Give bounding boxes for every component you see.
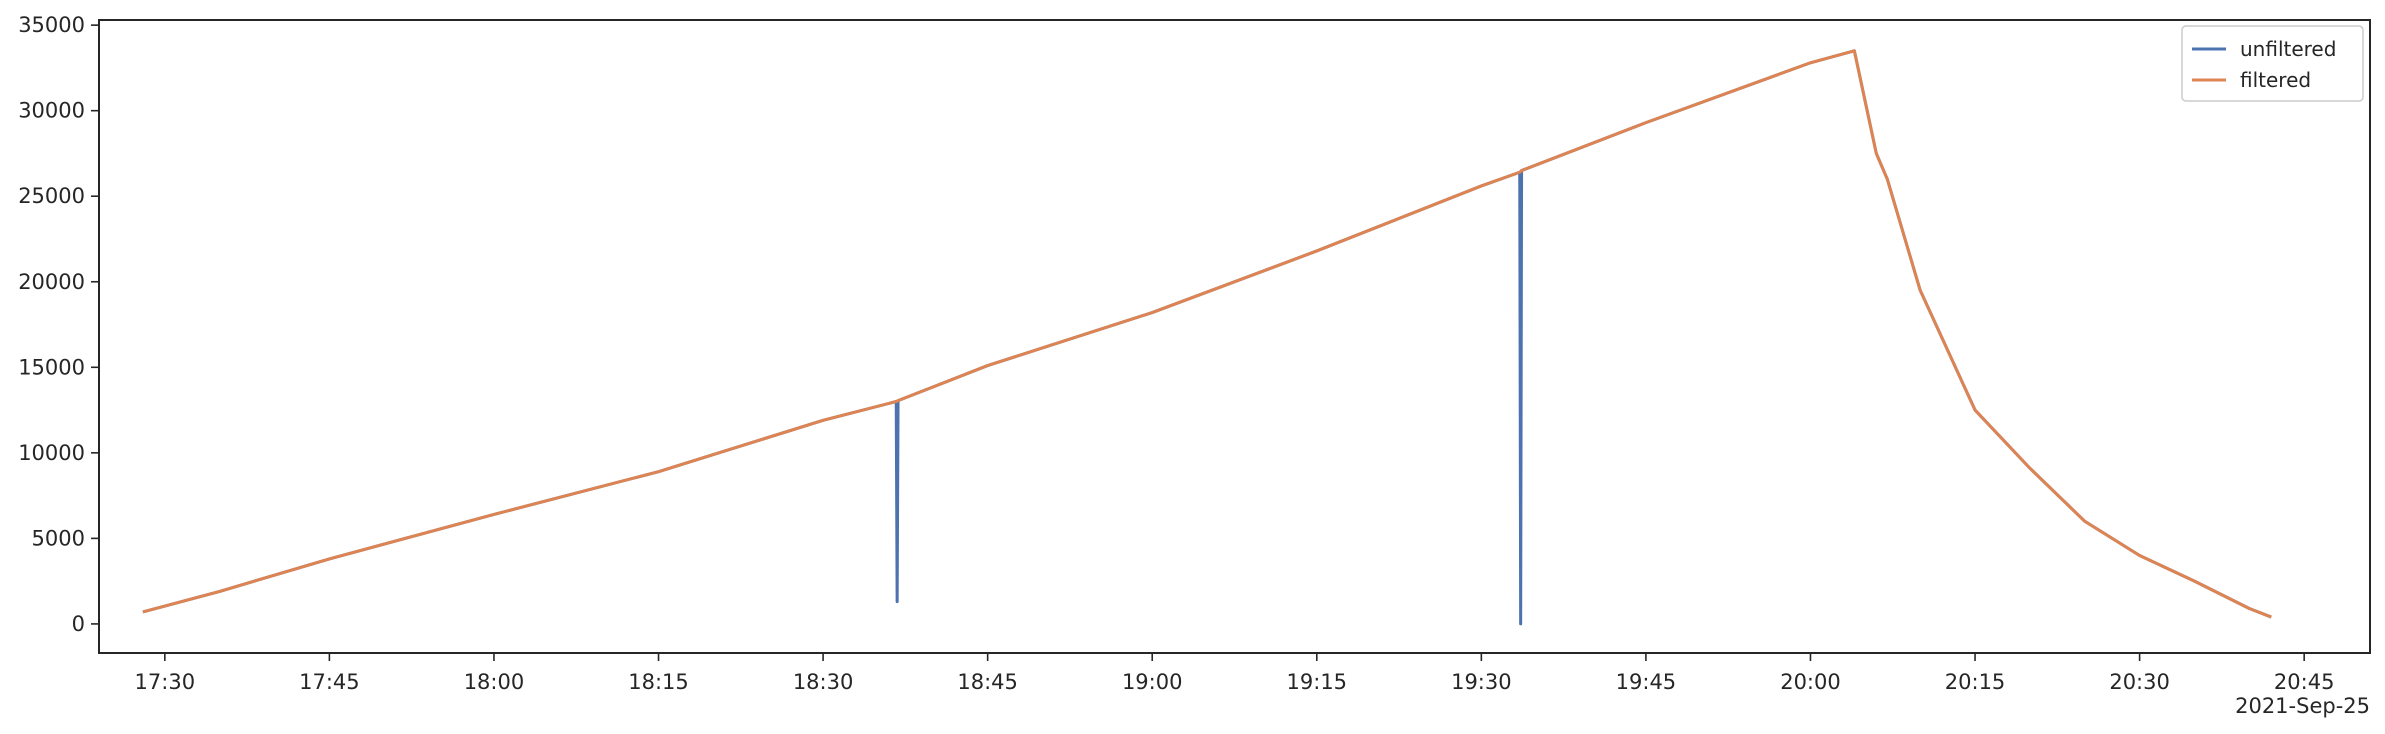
x-tick-label: 18:15 [628, 670, 689, 694]
y-tick-label: 30000 [18, 99, 85, 123]
y-axis: 0 5000 10000 15000 20000 25000 30000 35000 [18, 13, 99, 636]
x-tick-label: 18:45 [957, 670, 1018, 694]
series-layer [142, 49, 2272, 626]
x-tick-label: 19:45 [1616, 670, 1677, 694]
x-axis-offset-label: 2021-Sep-25 [2235, 694, 2370, 718]
x-tick-label: 20:15 [1945, 670, 2006, 694]
x-tick-label: 20:00 [1780, 670, 1841, 694]
x-tick-label: 18:00 [464, 670, 525, 694]
legend-box [2181, 25, 2364, 102]
legend-label-filtered: filtered [2240, 68, 2311, 92]
x-tick-label: 19:15 [1287, 670, 1348, 694]
x-tick-label: 20:45 [2274, 670, 2335, 694]
y-tick-label: 15000 [18, 355, 85, 379]
legend-label-unfiltered: unfiltered [2240, 37, 2336, 61]
y-tick-label: 20000 [18, 270, 85, 294]
series-line-filtered [142, 49, 2272, 619]
plot-frame [98, 19, 2371, 654]
x-tick-label: 20:30 [2109, 670, 2170, 694]
y-tick-label: 25000 [18, 184, 85, 208]
y-tick-label: 10000 [18, 441, 85, 465]
y-tick-label: 5000 [32, 526, 85, 550]
x-tick-label: 17:30 [135, 670, 196, 694]
x-tick-label: 19:30 [1451, 670, 1512, 694]
x-tick-label: 19:00 [1122, 670, 1183, 694]
x-tick-label: 18:30 [793, 670, 854, 694]
x-axis: 17:30 17:45 18:00 18:15 18:30 18:45 19:00 19:15… [135, 653, 2335, 694]
y-tick-label: 35000 [18, 13, 85, 37]
y-tick-label: 0 [72, 612, 85, 636]
x-tick-label: 17:45 [299, 670, 360, 694]
legend: unfiltered filtered [2181, 25, 2364, 102]
